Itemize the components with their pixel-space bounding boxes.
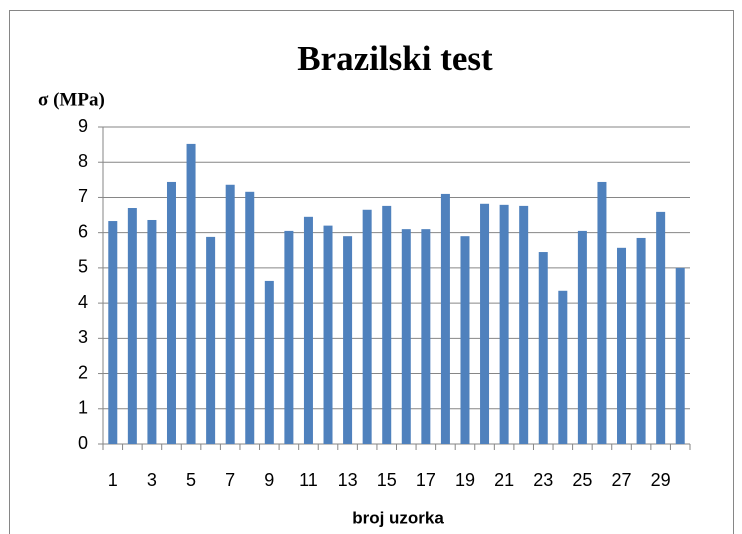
chart-title: Brazilski test <box>297 39 493 78</box>
bar <box>519 205 529 444</box>
y-tick-label: 7 <box>78 186 88 206</box>
x-tick-label: 15 <box>377 470 397 490</box>
x-tick-label: 25 <box>572 470 592 490</box>
bar <box>147 219 157 444</box>
x-tick-label: 17 <box>416 470 436 490</box>
bar <box>127 208 137 444</box>
y-tick-label: 2 <box>78 362 88 382</box>
x-tick-label: 7 <box>225 470 235 490</box>
y-tick-label: 0 <box>78 433 88 453</box>
bar <box>343 236 353 444</box>
y-tick-label: 6 <box>78 221 88 241</box>
bar <box>499 204 509 444</box>
bar <box>538 252 548 444</box>
y-tick-label: 4 <box>78 292 88 312</box>
bar <box>206 236 216 444</box>
bar <box>558 290 568 444</box>
x-tick-label: 5 <box>186 470 196 490</box>
x-tick-label: 29 <box>651 470 671 490</box>
bar <box>421 229 431 444</box>
chart-border <box>9 10 734 534</box>
y-tick-label: 9 <box>78 116 88 136</box>
bar <box>362 209 372 444</box>
y-tick-label: 3 <box>78 327 88 347</box>
x-axis-title: broj uzorka <box>352 508 444 527</box>
x-tick-label: 11 <box>299 470 318 490</box>
bar <box>284 230 294 444</box>
bar <box>225 184 235 444</box>
y-tick-label: 8 <box>78 151 88 171</box>
bar <box>440 193 450 444</box>
bar <box>636 237 646 444</box>
bar <box>166 181 176 445</box>
bar <box>460 236 470 444</box>
bar <box>245 191 255 444</box>
bar <box>617 247 627 444</box>
x-tick-label: 1 <box>108 470 118 490</box>
bar <box>675 267 685 444</box>
x-tick-label: 19 <box>455 470 475 490</box>
x-tick-label: 23 <box>533 470 553 490</box>
x-tick-label: 9 <box>264 470 274 490</box>
bar <box>577 230 587 444</box>
y-axis-title: σ (MPa) <box>38 89 105 110</box>
x-tick-label: 3 <box>147 470 157 490</box>
bar <box>382 205 392 444</box>
x-tick-label: 27 <box>612 470 632 490</box>
bar <box>597 181 607 445</box>
bar <box>264 280 274 444</box>
bar <box>480 203 490 444</box>
bar <box>108 221 118 444</box>
bar <box>656 211 666 444</box>
y-tick-label: 1 <box>78 398 88 418</box>
bar <box>401 229 411 444</box>
x-tick-label: 13 <box>338 470 358 490</box>
bar <box>303 216 313 444</box>
x-tick-label: 21 <box>494 470 514 490</box>
y-tick-label: 5 <box>78 257 88 277</box>
bar <box>323 225 333 444</box>
bar <box>186 143 196 444</box>
